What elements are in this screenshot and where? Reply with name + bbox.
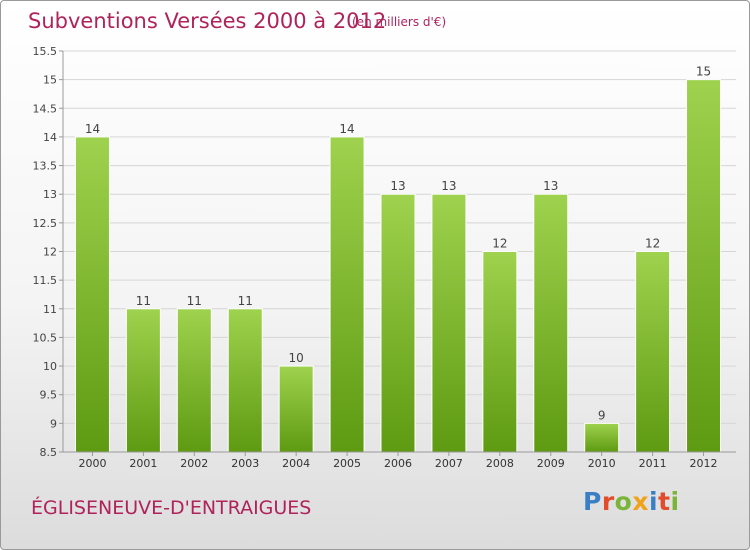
bar (431, 193, 467, 453)
x-tick-label: 2003 (231, 457, 259, 470)
proxiti-logo: Proxiti (583, 487, 680, 516)
y-tick-label: 15.5 (33, 45, 58, 58)
value-label: 12 (492, 237, 507, 251)
x-tick-label: 2009 (537, 457, 565, 470)
bar (482, 251, 518, 453)
y-tick-label: 13 (43, 188, 57, 201)
y-tick-label: 14.5 (33, 102, 58, 115)
y-tick-label: 11.5 (33, 274, 58, 287)
x-tick-label: 2008 (486, 457, 514, 470)
y-tick-label: 12 (43, 246, 57, 259)
y-tick-label: 14 (43, 131, 57, 144)
bars (74, 79, 722, 453)
bar (125, 308, 161, 453)
bar (278, 365, 314, 453)
value-label: 11 (187, 294, 202, 308)
y-tick-label: 11 (43, 303, 57, 316)
value-label: 12 (645, 237, 660, 251)
logo-letter: i (649, 487, 659, 516)
logo-letter: x (632, 487, 649, 516)
y-tick-label: 9.5 (40, 389, 58, 402)
logo-letter: P (583, 487, 602, 516)
y-axis-ticks: 8.5 9 9.5 10 10.5 11 11.5 12 12.5 13 13.5 14 14.5 15 1… (33, 45, 58, 459)
bar (533, 193, 569, 453)
y-tick-label: 8.5 (40, 446, 58, 459)
bar (227, 308, 263, 453)
value-label: 14 (85, 122, 100, 136)
x-tick-label: 2011 (639, 457, 667, 470)
commune-name: ÉGLISENEUVE-D'ENTRAIGUES (31, 497, 312, 519)
bar (584, 422, 620, 453)
x-tick-label: 2002 (180, 457, 208, 470)
value-label: 13 (390, 179, 405, 193)
bar (74, 136, 110, 453)
x-axis-ticks: 2000 2001 2002 2003 2004 2005 2006 2007 2008 2009… (78, 452, 718, 470)
x-tick-label: 2010 (588, 457, 616, 470)
logo-letter: i (670, 487, 680, 516)
value-label: 11 (238, 294, 253, 308)
bar (329, 136, 365, 453)
y-tick-label: 10.5 (33, 331, 58, 344)
x-tick-label: 2000 (78, 457, 106, 470)
x-tick-label: 2007 (435, 457, 463, 470)
bar (176, 308, 212, 453)
logo-letter: t (658, 487, 671, 516)
x-tick-label: 2004 (282, 457, 310, 470)
bar (380, 193, 416, 453)
y-tick-label: 15 (43, 74, 57, 87)
logo-letter: o (614, 487, 633, 516)
value-label: 15 (696, 65, 711, 79)
bar (686, 79, 722, 453)
x-tick-label: 2012 (690, 457, 718, 470)
y-tick-label: 10 (43, 360, 57, 373)
value-label: 11 (136, 294, 151, 308)
value-labels: 14 11 11 11 10 14 13 13 12 13 9 12 15 (85, 65, 711, 423)
x-tick-label: 2001 (129, 457, 157, 470)
y-tick-label: 9 (50, 417, 57, 430)
bar (635, 251, 671, 453)
value-label: 9 (598, 408, 606, 422)
chart-title: Subventions Versées 2000 à 2012 (28, 9, 387, 33)
value-label: 13 (543, 179, 558, 193)
value-label: 13 (441, 179, 456, 193)
x-tick-label: 2006 (384, 457, 412, 470)
y-tick-label: 12.5 (33, 217, 58, 230)
y-tick-label: 13.5 (33, 160, 58, 173)
value-label: 14 (339, 122, 354, 136)
logo-letter: r (601, 487, 615, 516)
chart-subtitle: (en milliers d'€) (352, 15, 447, 29)
x-tick-label: 2005 (333, 457, 361, 470)
value-label: 10 (289, 351, 304, 365)
